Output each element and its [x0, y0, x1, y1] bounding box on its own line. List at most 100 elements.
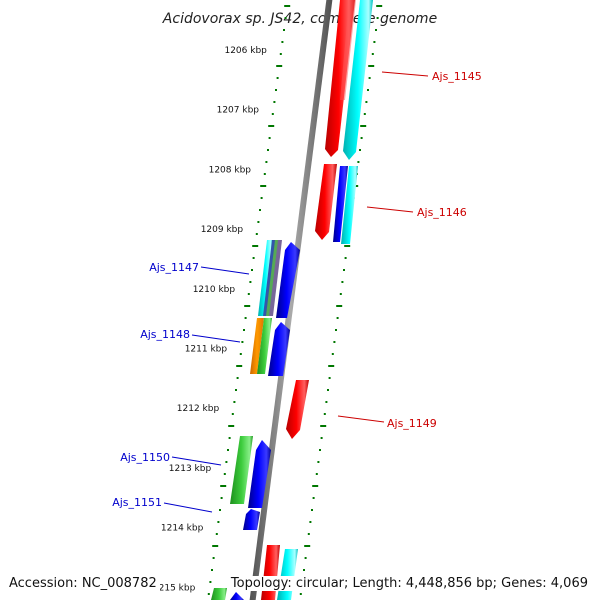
scale-tick [225, 461, 228, 463]
scale-tick [281, 41, 284, 43]
scale-tick [243, 329, 245, 331]
leader-line [191, 334, 241, 343]
gene-label[interactable]: Ajs_1151 [112, 496, 162, 509]
gene-feature-blue [243, 509, 260, 530]
scale-tick [335, 329, 337, 331]
scale-tick [236, 377, 239, 379]
scale-tick [223, 473, 226, 475]
leader-line [366, 206, 414, 213]
scale-tick [257, 221, 260, 223]
scale-tick [320, 437, 323, 439]
scale-tick [247, 293, 250, 295]
gene-feature-blue [268, 322, 290, 376]
gene-feature-blue [230, 592, 244, 600]
scale-tick [304, 557, 307, 559]
scale-tick [376, 5, 383, 7]
scale-tick [220, 497, 223, 499]
scale-tick [371, 53, 374, 55]
scale-tick [339, 293, 342, 295]
scale-tick [252, 257, 255, 259]
scale-tick [375, 29, 377, 31]
gene-label[interactable]: Ajs_1149 [387, 417, 437, 430]
scale-tick [357, 161, 360, 163]
scale-tick [227, 449, 229, 451]
scale-tick [279, 53, 282, 55]
scale-tick [344, 257, 347, 259]
gene-feature-cyan [277, 549, 298, 600]
scale-tick [317, 461, 320, 463]
scale-tick [312, 485, 319, 487]
genome-axis [249, 0, 333, 600]
scale-tick [251, 269, 253, 271]
scale-tick [359, 149, 361, 151]
scale-tick [212, 545, 219, 547]
scale-label: 1215 kbp [153, 583, 196, 593]
scale-label: 1209 kbp [201, 225, 244, 235]
scale-label: 1210 kbp [193, 285, 236, 295]
scale-tick [368, 77, 371, 79]
scale-tick [360, 137, 363, 139]
scale-tick [343, 269, 345, 271]
scale-tick [220, 485, 227, 487]
gene-label[interactable]: Ajs_1145 [432, 70, 482, 83]
scale-tick [344, 245, 351, 247]
scale-label: 1207 kbp [217, 106, 260, 116]
scale-tick [231, 413, 234, 415]
scale-tick [365, 101, 368, 103]
scale-tick [228, 425, 235, 427]
scale-tick [268, 137, 271, 139]
scale-tick [228, 437, 231, 439]
scale-tick [273, 101, 276, 103]
scale-tick [255, 233, 258, 235]
scale-tick [211, 569, 213, 571]
scale-tick [268, 125, 275, 127]
scale-tick [252, 245, 259, 247]
gene-label[interactable]: Ajs_1147 [149, 261, 199, 274]
scale-tick [336, 317, 339, 319]
scale-tick [360, 125, 367, 127]
leader-line [337, 415, 385, 423]
scale-tick [260, 185, 267, 187]
gene-feature-blue [333, 166, 348, 242]
scale-tick [336, 305, 343, 307]
scale-tick [327, 389, 329, 391]
gene-label[interactable]: Ajs_1148 [140, 328, 190, 341]
gene-feature-cyan [258, 240, 273, 316]
scale-tick [373, 41, 376, 43]
scale-tick [283, 29, 285, 31]
scale-tick [235, 389, 237, 391]
scale-tick [368, 65, 375, 67]
scale-tick [267, 149, 269, 151]
scale-tick [244, 317, 247, 319]
leader-line [200, 266, 250, 275]
gene-feature-blue [248, 440, 271, 508]
scale-label: 1212 kbp [177, 404, 220, 414]
scale-tick [265, 161, 268, 163]
scale-tick [363, 113, 366, 115]
gene-label[interactable]: Ajs_1150 [120, 451, 170, 464]
leader-line [171, 456, 222, 466]
scale-tick [236, 365, 243, 367]
leader-line [163, 502, 213, 513]
scale-tick [311, 509, 313, 511]
scale-labels: 1206 kbp 1207 kbp 1208 kbp 1209 kbp 1210 kbp… [153, 46, 267, 593]
scale-label: 1211 kbp [185, 345, 228, 355]
gene-feature-cyan [341, 166, 358, 244]
scale-tick [215, 533, 218, 535]
scale-tick [276, 77, 279, 79]
scale-tick [276, 65, 283, 67]
scale-tick [328, 365, 335, 367]
scale-label: 1206 kbp [224, 46, 267, 56]
scale-tick [244, 305, 251, 307]
gene-feature-green [257, 318, 272, 374]
scale-tick [333, 341, 336, 343]
scale-tick [315, 473, 318, 475]
scale-tick [263, 173, 266, 175]
gene-features [211, 0, 373, 600]
gene-feature-red [340, 0, 356, 100]
gene-feature-orange [250, 318, 264, 374]
scale-label: 1208 kbp [209, 165, 252, 175]
gene-label[interactable]: Ajs_1146 [417, 206, 467, 219]
scale-label: 1214 kbp [161, 524, 204, 534]
